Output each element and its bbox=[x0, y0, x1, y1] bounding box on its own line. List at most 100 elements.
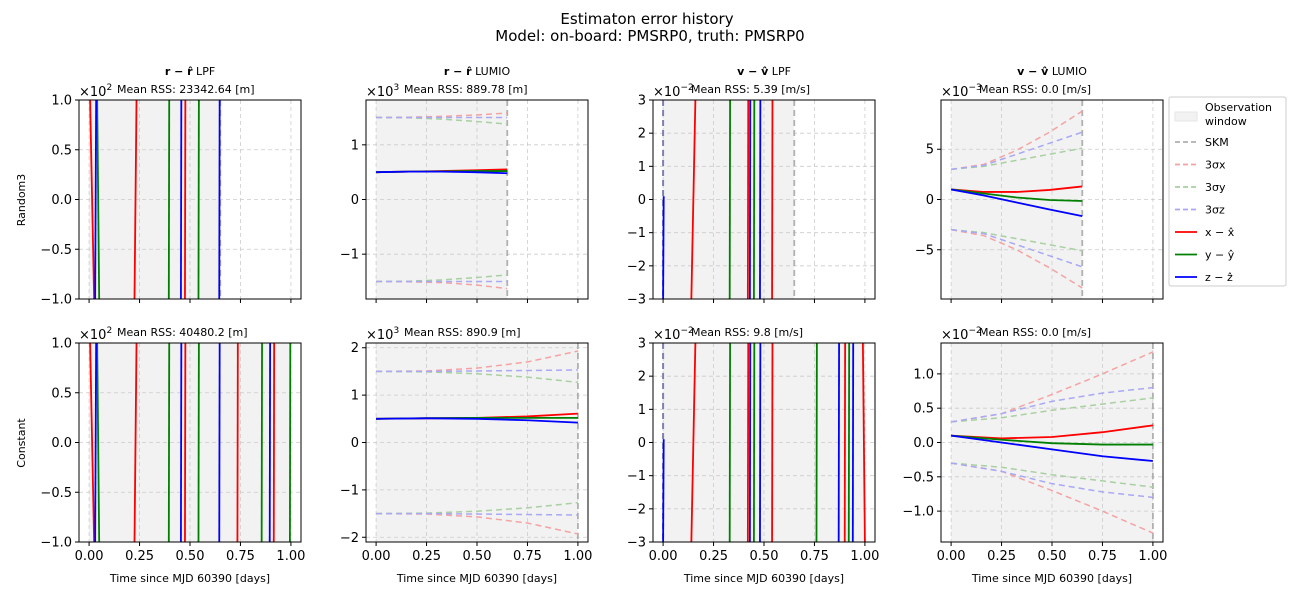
column-title-name: LPF bbox=[768, 65, 791, 78]
legend-item-sy: 3σy bbox=[1175, 181, 1226, 194]
y-tick-label: 3 bbox=[638, 94, 646, 109]
legend-label: Observation bbox=[1205, 101, 1272, 114]
x-axis-label: Time since MJD 60390 [days] bbox=[109, 572, 270, 585]
y-tick-label: −1 bbox=[340, 248, 359, 263]
y-tick-label: −1.0 bbox=[40, 536, 72, 551]
y-multiplier: ×10−2 bbox=[653, 83, 694, 100]
error-line-ez bbox=[94, 343, 98, 542]
y-multiplier-exponent: 2 bbox=[106, 83, 112, 93]
x-tick-label: 0.00 bbox=[362, 549, 391, 564]
y-multiplier: ×10−3 bbox=[941, 83, 982, 100]
legend-label: 3σz bbox=[1205, 204, 1225, 217]
error-line-ey bbox=[96, 100, 101, 299]
plot-area bbox=[79, 100, 301, 299]
mean-rss-label: Mean RSS: 890.9 [m] bbox=[404, 326, 521, 339]
x-tick-label: 0.75 bbox=[1088, 549, 1117, 564]
row-label-constant: Constant bbox=[15, 418, 28, 468]
error-line-ey bbox=[96, 343, 101, 542]
mean-rss-label: Mean RSS: 5.39 [m/s] bbox=[691, 83, 810, 96]
x-tick-label: 0.50 bbox=[750, 549, 779, 564]
error-line-ez bbox=[950, 434, 1153, 462]
error-line-ex bbox=[690, 100, 697, 299]
y-tick-label: 2 bbox=[351, 341, 359, 356]
column-title-symbol: r − r̂ bbox=[165, 65, 193, 78]
sigma-bound-sx bbox=[950, 228, 1083, 289]
x-tick-label: 0.50 bbox=[463, 549, 492, 564]
y-tick-label: −3 bbox=[627, 536, 646, 551]
mean-rss-label: Mean RSS: 0.0 [m/s] bbox=[979, 83, 1091, 96]
subplot-r0c1: −1 0 1 ×103 Mean RSS: 889.78 [m] r − r̂ LUMIO bbox=[340, 65, 589, 303]
y-tick-label: 0 bbox=[926, 193, 934, 208]
plot-area bbox=[366, 100, 588, 299]
error-line-ex bbox=[951, 185, 1083, 193]
error-line-ex bbox=[690, 343, 697, 542]
legend-swatch bbox=[1174, 111, 1198, 122]
x-tick-label: 0.25 bbox=[699, 549, 728, 564]
legend-label: z − ẑ bbox=[1205, 271, 1233, 284]
error-line-ez bbox=[376, 170, 508, 175]
y-tick-label: −2 bbox=[627, 502, 646, 517]
subplot-r1c0: 0.00 0.25 0.50 0.75 1.00 −1.0 −0.5 0.0 0.5 1.0 ×10… bbox=[40, 326, 305, 585]
legend-item-skm: SKM bbox=[1175, 136, 1229, 149]
error-line-ez bbox=[94, 100, 98, 299]
error-line-ex bbox=[861, 343, 866, 542]
x-tick-label: 0.00 bbox=[75, 549, 104, 564]
y-multiplier-exponent: −2 bbox=[680, 326, 693, 336]
y-multiplier-exponent: 3 bbox=[393, 83, 399, 93]
column-title: v − v̂ LUMIO bbox=[1017, 65, 1087, 78]
y-tick-label: 3 bbox=[638, 337, 646, 352]
mean-rss-label: Mean RSS: 40480.2 [m] bbox=[117, 326, 248, 339]
x-axis-label: Time since MJD 60390 [days] bbox=[971, 572, 1132, 585]
mean-rss-label: Mean RSS: 23342.64 [m] bbox=[117, 83, 255, 96]
x-tick-label: 0.25 bbox=[125, 549, 154, 564]
y-multiplier: ×10−2 bbox=[941, 326, 982, 343]
sigma-bound-sz bbox=[950, 462, 1153, 499]
y-tick-label: 2 bbox=[638, 370, 646, 385]
y-multiplier-exponent: −2 bbox=[968, 326, 981, 336]
y-multiplier-exponent: −3 bbox=[968, 83, 981, 93]
error-line-ex bbox=[133, 343, 138, 542]
y-tick-label: 1 bbox=[351, 389, 359, 404]
y-tick-label: 2 bbox=[638, 127, 646, 142]
figure-title-line1: Estimaton error history bbox=[560, 10, 733, 28]
error-line-ex bbox=[89, 343, 96, 542]
y-tick-label: 0.5 bbox=[913, 402, 934, 417]
x-tick-label: 0.00 bbox=[649, 549, 678, 564]
y-multiplier-exponent: −2 bbox=[680, 83, 693, 93]
y-multiplier: ×10−2 bbox=[653, 326, 694, 343]
sigma-bound-sz bbox=[950, 228, 1083, 268]
column-title: r − r̂ LUMIO bbox=[444, 65, 511, 78]
mean-rss-label: Mean RSS: 0.0 [m/s] bbox=[979, 326, 1091, 339]
y-tick-label: −0.5 bbox=[40, 486, 72, 501]
y-multiplier-exponent: 2 bbox=[106, 326, 112, 336]
error-line-ex bbox=[133, 100, 138, 299]
y-tick-label: 0.5 bbox=[51, 143, 72, 158]
y-tick-label: −0.5 bbox=[902, 470, 934, 485]
y-tick-label: 1 bbox=[638, 160, 646, 175]
subplot-r1c1: 0.00 0.25 0.50 0.75 1.00 −2 −1 0 1 2 ×103 Mean RSS:… bbox=[340, 326, 593, 585]
y-tick-label: 0.5 bbox=[51, 386, 72, 401]
x-tick-label: 1.00 bbox=[563, 549, 592, 564]
y-tick-label: −2 bbox=[340, 531, 359, 546]
y-multiplier-exponent: 3 bbox=[393, 326, 399, 336]
column-title-name: LPF bbox=[193, 65, 216, 78]
plot-area bbox=[79, 343, 301, 542]
legend-box bbox=[1168, 96, 1287, 287]
y-tick-label: −1.0 bbox=[40, 293, 72, 308]
x-tick-label: 1.00 bbox=[276, 549, 305, 564]
y-multiplier: ×103 bbox=[366, 326, 399, 343]
y-tick-label: 1.0 bbox=[51, 337, 72, 352]
column-title-name: LUMIO bbox=[472, 65, 511, 78]
x-tick-label: 1.00 bbox=[850, 549, 879, 564]
legend-item-ez: z − ẑ bbox=[1175, 271, 1233, 284]
y-tick-label: 0.0 bbox=[51, 436, 72, 451]
subplot-r0c0: −1.0 −0.5 0.0 0.5 1.0 ×102 Mean RSS: 23342.64 … bbox=[40, 65, 302, 308]
x-tick-label: 0.75 bbox=[800, 549, 829, 564]
y-tick-label: 0 bbox=[351, 436, 359, 451]
column-title: v − v̂ LPF bbox=[737, 65, 791, 78]
error-line-ez bbox=[376, 417, 578, 424]
y-tick-label: 0.0 bbox=[913, 436, 934, 451]
y-tick-label: 5 bbox=[926, 143, 934, 158]
